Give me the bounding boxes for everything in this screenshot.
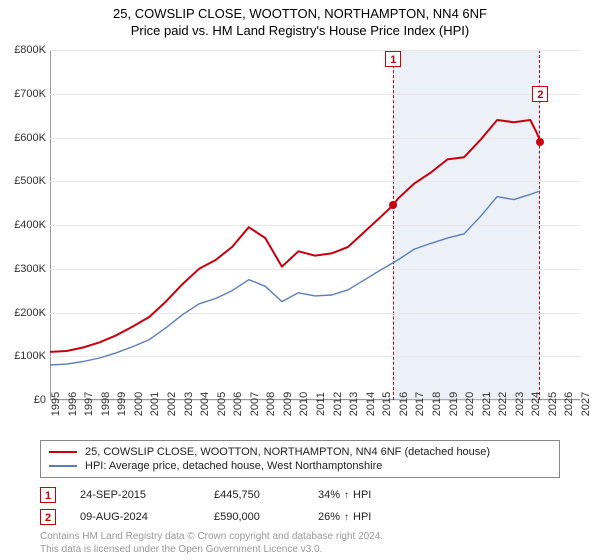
y-tick-label: £100K [14,350,46,362]
x-tick-label: 2015 [381,392,393,416]
attribution-line: Contains HM Land Registry data © Crown c… [40,530,560,543]
y-tick-label: £600K [14,132,46,144]
x-tick-label: 1999 [116,392,128,416]
arrow-up-icon: ↑ [344,512,349,523]
y-tick-label: £700K [14,88,46,100]
legend-label: HPI: Average price, detached house, West… [85,460,382,472]
x-tick-label: 2006 [232,392,244,416]
x-tick-label: 2025 [547,392,559,416]
legend: 25, COWSLIP CLOSE, WOOTTON, NORTHAMPTON,… [40,440,560,478]
y-tick-label: £300K [14,263,46,275]
x-tick-label: 2024 [530,392,542,416]
x-tick-label: 2007 [249,392,261,416]
y-tick-label: £0 [34,394,46,406]
sale-date: 24-SEP-2015 [80,489,190,501]
sale-row: 1 24-SEP-2015 £445,750 34% ↑ HPI [40,484,560,506]
sale-dot [389,201,397,209]
x-tick-label: 2016 [398,392,410,416]
chart-title: 25, COWSLIP CLOSE, WOOTTON, NORTHAMPTON,… [0,0,600,38]
x-tick-label: 2010 [298,392,310,416]
legend-swatch [49,465,77,467]
sale-marker-box: 2 [40,509,56,525]
sales-table: 1 24-SEP-2015 £445,750 34% ↑ HPI 2 09-AU… [40,484,560,528]
legend-item: 25, COWSLIP CLOSE, WOOTTON, NORTHAMPTON,… [49,445,551,459]
sale-dot [536,138,544,146]
x-tick-label: 2021 [481,392,493,416]
sale-marker-box: 1 [40,487,56,503]
sale-price: £590,000 [214,511,294,523]
legend-swatch [49,451,77,453]
x-tick-label: 1997 [83,392,95,416]
x-tick-label: 2017 [414,392,426,416]
x-tick-label: 2005 [216,392,228,416]
x-tick-label: 2020 [464,392,476,416]
x-tick-label: 2013 [348,392,360,416]
y-tick-label: £200K [14,307,46,319]
sale-marker-box: 1 [385,51,401,67]
line-series-svg [50,50,580,400]
sale-row: 2 09-AUG-2024 £590,000 26% ↑ HPI [40,506,560,528]
sale-date: 09-AUG-2024 [80,511,190,523]
arrow-up-icon: ↑ [344,490,349,501]
x-tick-label: 2014 [365,392,377,416]
title-line-2: Price paid vs. HM Land Registry's House … [0,23,600,38]
sale-hpi-pct: 34% ↑ HPI [318,489,418,501]
sale-marker-box: 2 [532,86,548,102]
x-tick-label: 2001 [149,392,161,416]
attribution: Contains HM Land Registry data © Crown c… [40,530,560,556]
sale-hpi-pct: 26% ↑ HPI [318,511,418,523]
y-tick-label: £500K [14,175,46,187]
x-tick-label: 1998 [100,392,112,416]
x-tick-label: 2011 [315,392,327,416]
x-tick-label: 2027 [580,392,592,416]
x-tick-label: 1996 [67,392,79,416]
attribution-line: This data is licensed under the Open Gov… [40,543,560,556]
x-tick-label: 2009 [282,392,294,416]
series-hpi [50,191,540,365]
x-tick-label: 2000 [133,392,145,416]
sale-price: £445,750 [214,489,294,501]
x-tick-label: 2008 [265,392,277,416]
x-tick-label: 2002 [166,392,178,416]
y-tick-label: £800K [14,44,46,56]
legend-item: HPI: Average price, detached house, West… [49,459,551,473]
x-tick-label: 2018 [431,392,443,416]
x-tick-label: 2026 [563,392,575,416]
x-tick-label: 2003 [183,392,195,416]
series-property [50,120,540,352]
x-tick-label: 2022 [497,392,509,416]
x-tick-label: 2023 [514,392,526,416]
y-tick-label: £400K [14,219,46,231]
chart-area: £0£100K£200K£300K£400K£500K£600K£700K£80… [50,50,580,400]
x-tick-label: 2012 [332,392,344,416]
title-line-1: 25, COWSLIP CLOSE, WOOTTON, NORTHAMPTON,… [0,6,600,21]
x-tick-label: 2004 [199,392,211,416]
legend-label: 25, COWSLIP CLOSE, WOOTTON, NORTHAMPTON,… [85,446,490,458]
x-tick-label: 1995 [50,392,62,416]
x-tick-label: 2019 [448,392,460,416]
